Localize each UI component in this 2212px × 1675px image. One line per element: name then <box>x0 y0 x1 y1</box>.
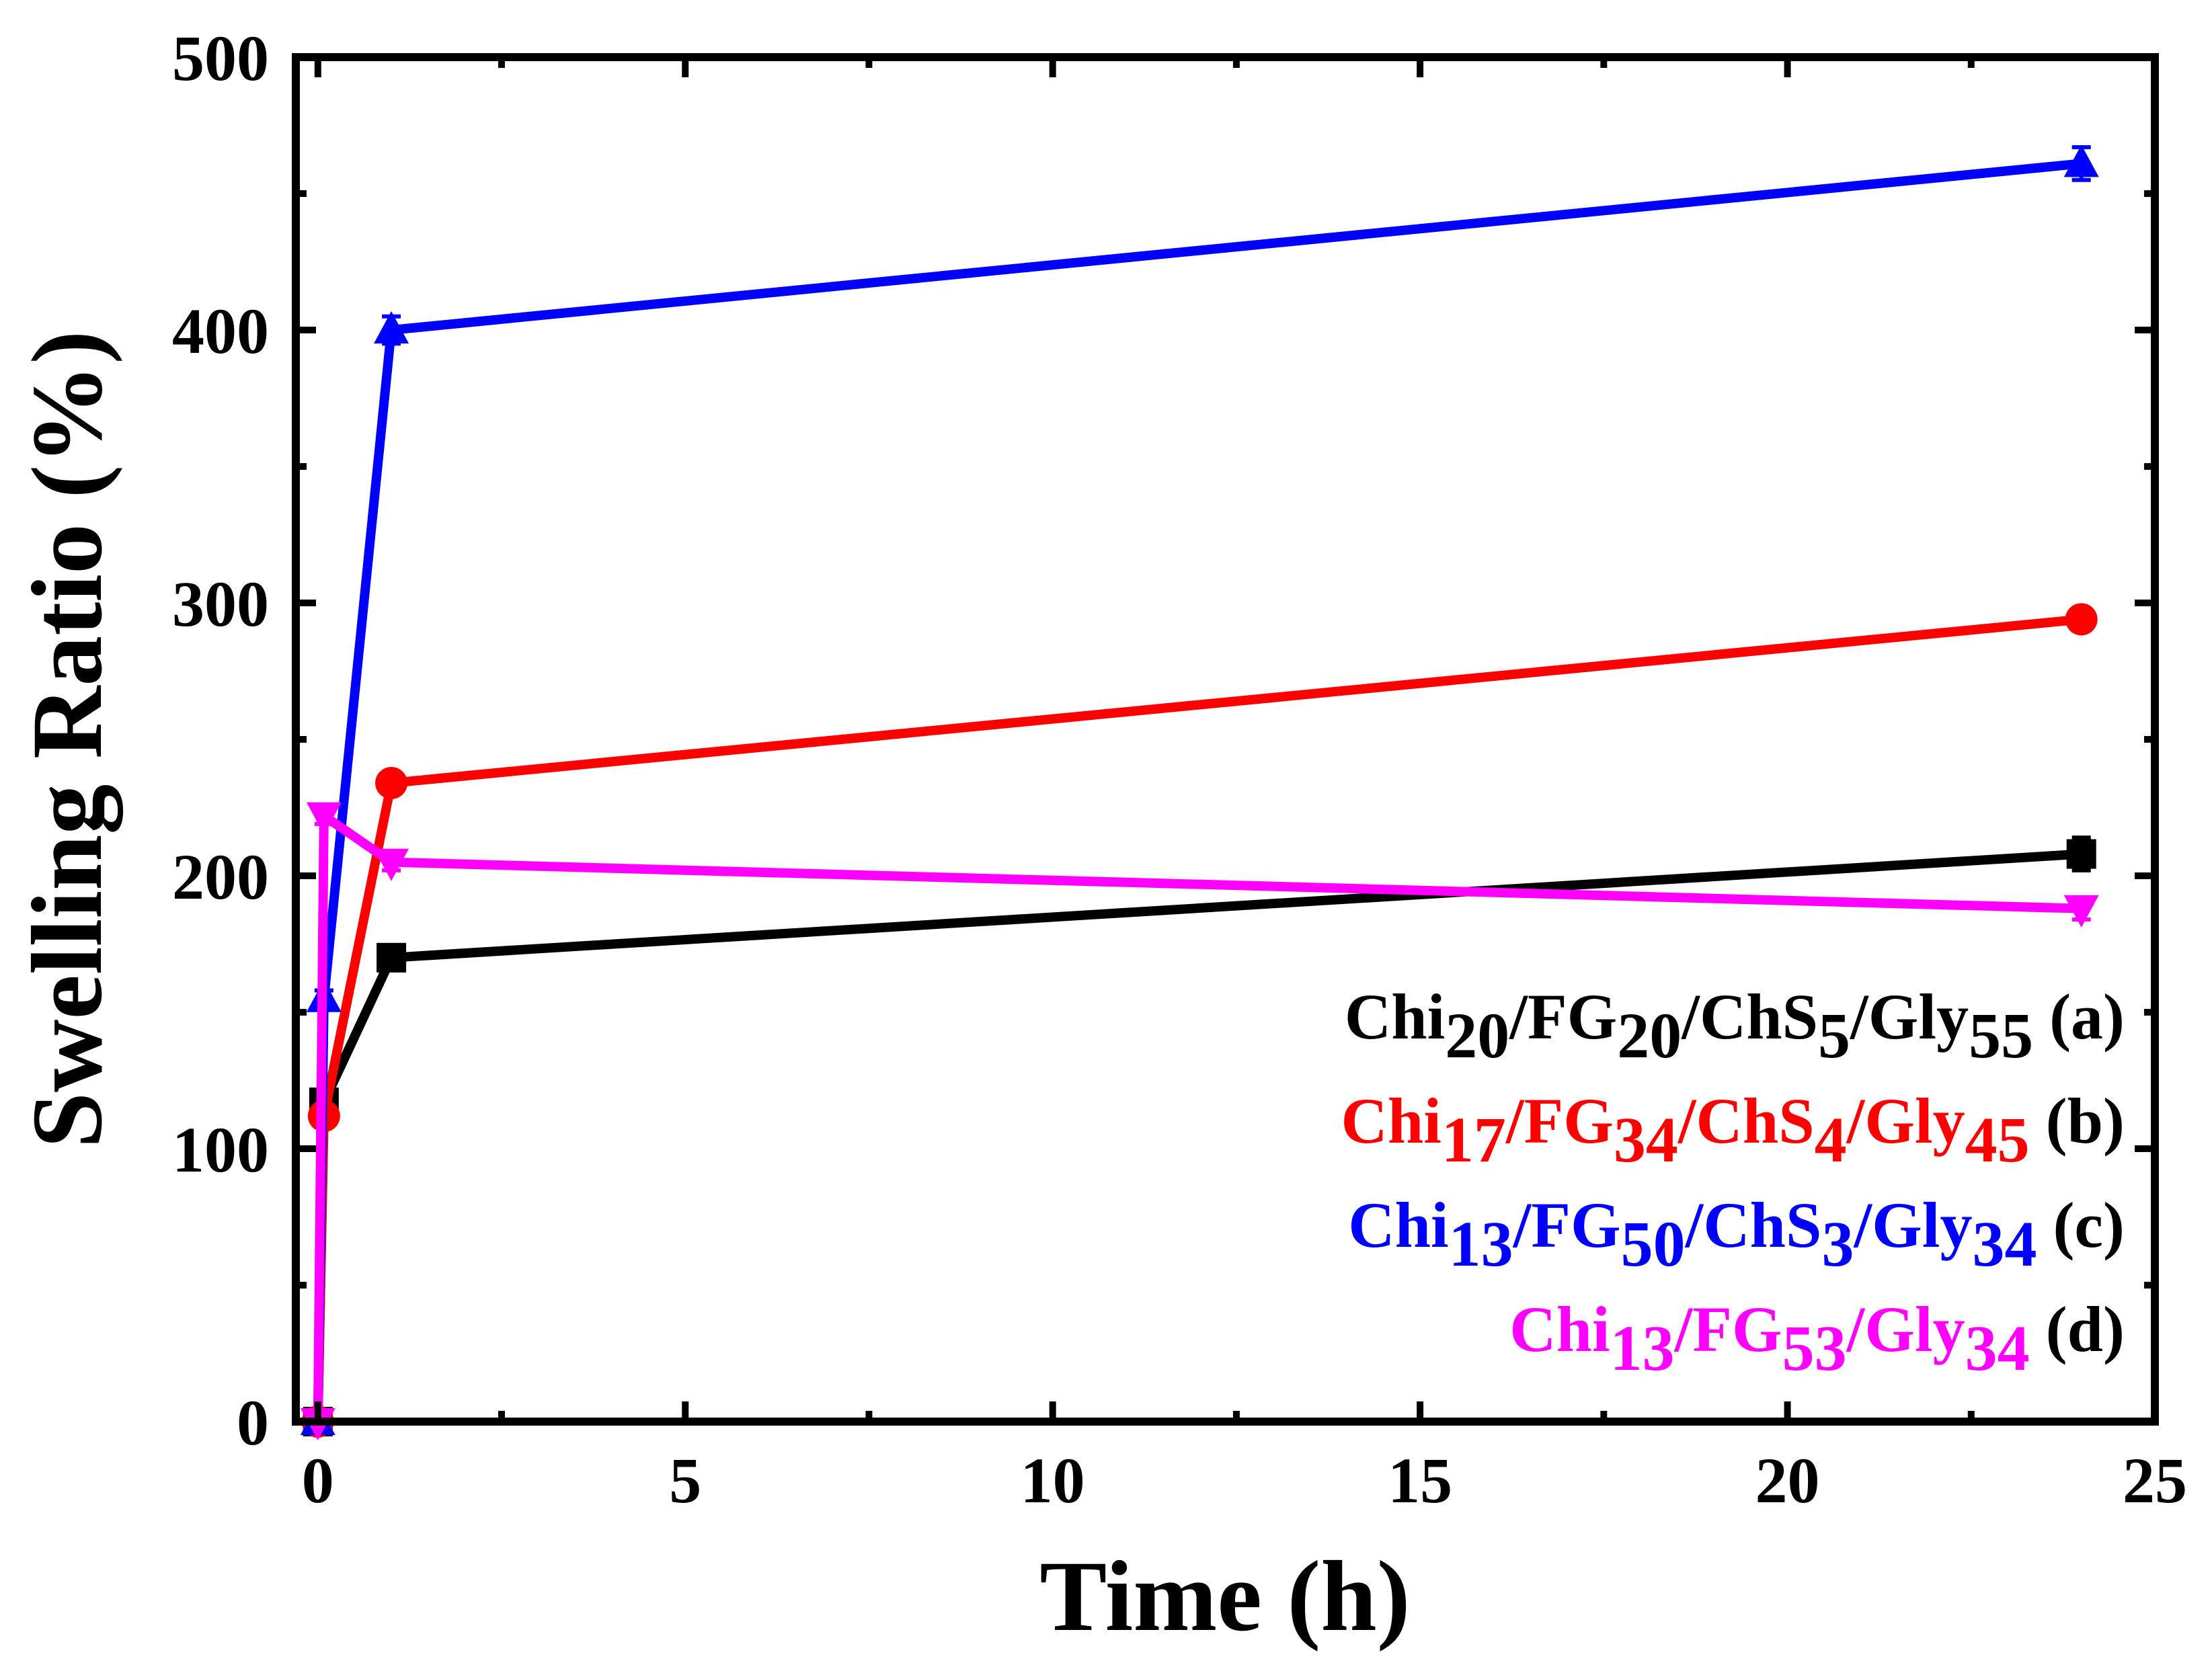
y-tick-label: 200 <box>172 841 269 913</box>
y-tick-label: 0 <box>237 1387 269 1459</box>
legend-entry-d: Chi13/FG53/Gly34 (d) <box>1509 1293 2125 1384</box>
data-point-triangle-down <box>374 848 409 881</box>
legend-entry-a: Chi20/FG20/ChS5/Gly55 (a) <box>1345 981 2125 1071</box>
y-axis-title: Swelling Ratio (%) <box>11 331 123 1149</box>
y-tick-label: 100 <box>172 1114 269 1186</box>
series-line <box>313 811 2082 1422</box>
x-tick-label: 20 <box>1755 1444 1820 1516</box>
data-point-triangle-down <box>306 802 342 835</box>
data-point-triangle-up <box>2063 145 2099 177</box>
y-tick-label: 300 <box>172 568 269 640</box>
x-tick-label: 0 <box>302 1444 334 1516</box>
x-tick-label: 10 <box>1021 1444 1085 1516</box>
data-point-triangle-down <box>2063 895 2099 928</box>
data-point-triangle-up <box>374 311 409 343</box>
y-tick-label: 500 <box>172 22 269 94</box>
x-tick-label: 15 <box>1388 1444 1452 1516</box>
data-point-circle <box>375 766 408 799</box>
legend: Chi20/FG20/ChS5/Gly55 (a) Chi17/FG34/ChS4… <box>1341 981 2125 1384</box>
x-tick-label: 25 <box>2123 1444 2187 1516</box>
data-point-circle <box>2065 603 2098 636</box>
x-axis-title: Time (h) <box>1039 1541 1410 1652</box>
data-point-square <box>2066 839 2096 869</box>
series-layer <box>300 145 2099 1440</box>
x-tick-label: 5 <box>669 1444 701 1516</box>
legend-entry-c: Chi13/FG50/ChS3/Gly34 (c) <box>1348 1189 2125 1280</box>
ticks-layer: 0 5 10 15 20 25 0 100 200 300 400 500 <box>172 22 2187 1516</box>
legend-entry-b: Chi17/FG34/ChS4/Gly45 (b) <box>1341 1085 2125 1176</box>
y-tick-label: 400 <box>172 295 269 367</box>
data-point-square <box>377 942 407 973</box>
